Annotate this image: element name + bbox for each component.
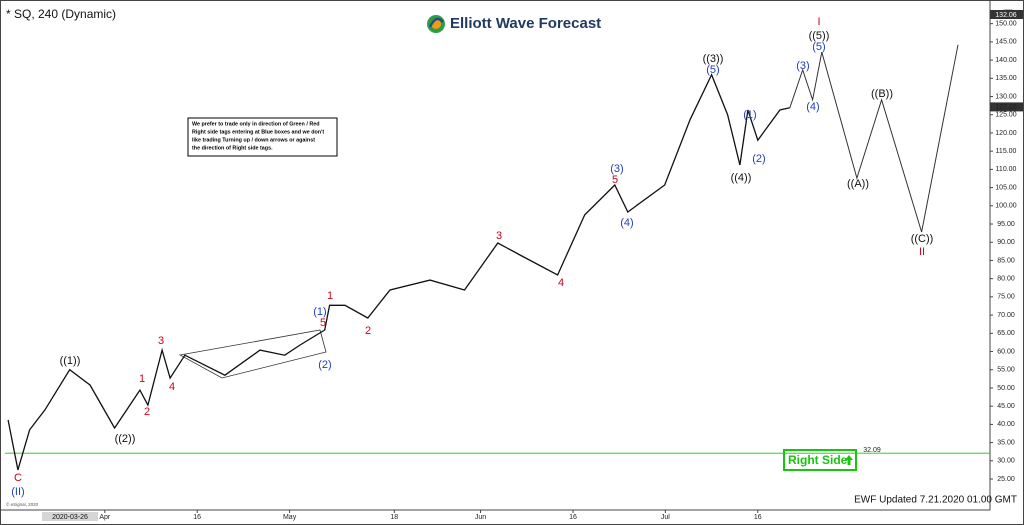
wave-label: (5) (812, 41, 825, 53)
support-label: 32.09 (863, 447, 881, 454)
wave-label: C (14, 472, 22, 484)
right-side-tag: Right Side (788, 453, 848, 467)
x-tick-label: Jul (661, 514, 670, 521)
y-tick-label: 55.00 (997, 367, 1015, 374)
note-box (187, 117, 338, 157)
y-tick-label: 35.00 (997, 439, 1015, 446)
y-tick-label: 140.00 (995, 57, 1017, 64)
wave-label: I (817, 16, 820, 28)
wave-label: ((A)) (847, 178, 869, 190)
chart-title: * SQ, 240 (Dynamic) (6, 7, 116, 21)
high-tag-bg (990, 10, 1023, 19)
projection-line (789, 44, 959, 233)
y-tick-label: 65.00 (997, 330, 1015, 337)
wave-label: 4 (169, 381, 175, 393)
wave-label: 4 (558, 277, 564, 289)
y-tick-label: 100.00 (995, 203, 1017, 210)
y-tick-label: 120.00 (995, 130, 1017, 137)
y-tick-label: 70.00 (997, 312, 1015, 319)
x-tick-label: May (283, 514, 297, 521)
wave-label: 5 (612, 174, 618, 186)
y-tick-label: 30.00 (997, 458, 1015, 465)
note-line: Right side tags entering at Blue boxes a… (192, 129, 324, 135)
wave-label: (2) (318, 359, 331, 371)
y-tick-label: 45.00 (997, 403, 1015, 410)
wave-label: (3) (610, 163, 623, 175)
up-arrow (845, 455, 853, 465)
cursor-date: 2020-03-26 (52, 514, 88, 521)
wave-label: (1) (743, 109, 756, 121)
note-line: We prefer to trade only in direction of … (192, 121, 320, 127)
wave-label: (II) (11, 486, 24, 498)
copyright: © eSignal, 2020 (6, 501, 39, 507)
high-tag: 132.06 (995, 12, 1017, 19)
y-tick-label: 110.00 (996, 166, 1017, 173)
y-tick-label: 75.00 (997, 294, 1015, 301)
brand-logo: Elliott Wave Forecast (427, 15, 601, 33)
last-price: 127.15 (995, 104, 1017, 111)
x-tick-label: Apr (99, 514, 111, 521)
brand-name: Elliott Wave Forecast (450, 15, 601, 32)
x-tick-label: 18 (390, 514, 398, 521)
wave-label: ((B)) (871, 88, 893, 100)
wave-label: ((1)) (60, 355, 81, 367)
y-tick-label: 60.00 (997, 348, 1015, 355)
cursor-date-bg (42, 512, 98, 521)
wave-label: 5 (320, 317, 326, 329)
channel (178, 329, 327, 379)
y-tick-label: 115.00 (996, 148, 1017, 155)
y-tick-label: 135.00 (995, 75, 1017, 82)
wave-label: (3) (796, 60, 809, 72)
wave-label: ((4)) (731, 172, 752, 184)
wave-label: (4) (620, 217, 633, 229)
wave-label: (5) (706, 64, 719, 76)
y-tick-label: 85.00 (997, 257, 1015, 264)
y-tick-label: 145.00 (995, 39, 1017, 46)
y-tick-label: 40.00 (997, 421, 1015, 428)
wave-label: ((5)) (809, 30, 830, 42)
wave-label: 1 (327, 290, 333, 302)
x-tick-label: 16 (754, 514, 762, 521)
wave-label: ((3)) (703, 53, 724, 65)
wave-label: (1) (313, 306, 326, 318)
y-tick-label: 125.00 (995, 112, 1017, 119)
wave-label: II (919, 246, 925, 258)
wave-label: 1 (139, 373, 145, 385)
x-tick-label: 16 (569, 514, 577, 521)
wave-label: 3 (158, 335, 164, 347)
wave-label: (2) (752, 153, 765, 165)
last-price-bg (990, 102, 1023, 112)
x-tick-label: Jun (475, 514, 486, 521)
x-tick-label: 16 (193, 514, 201, 521)
y-tick-label: 105.00 (995, 184, 1017, 191)
price-line (7, 73, 790, 471)
wave-label: 2 (365, 325, 371, 337)
y-tick-label: 50.00 (997, 385, 1015, 392)
wave-label: (4) (806, 101, 819, 113)
update-note: EWF Updated 7.21.2020 01.00 GMT (854, 495, 1017, 506)
logo-icon (428, 17, 444, 28)
note-line: the direction of Right side tags. (192, 145, 273, 151)
wave-label: ((2)) (115, 433, 136, 445)
right-side-box (783, 449, 857, 471)
y-tick-label: 130.00 (995, 93, 1017, 100)
wave-label: 2 (144, 406, 150, 418)
wave-label: ((C)) (911, 233, 934, 245)
y-tick-label: 150.00 (995, 21, 1017, 28)
y-tick-label: 90.00 (997, 239, 1015, 246)
y-tick-label: 95.00 (997, 221, 1015, 228)
y-tick-label: 80.00 (997, 276, 1015, 283)
y-tick-label: 25.00 (997, 476, 1015, 483)
note-line: like trading Turning up / down arrows or… (192, 137, 315, 143)
wave-label: 3 (496, 230, 502, 242)
